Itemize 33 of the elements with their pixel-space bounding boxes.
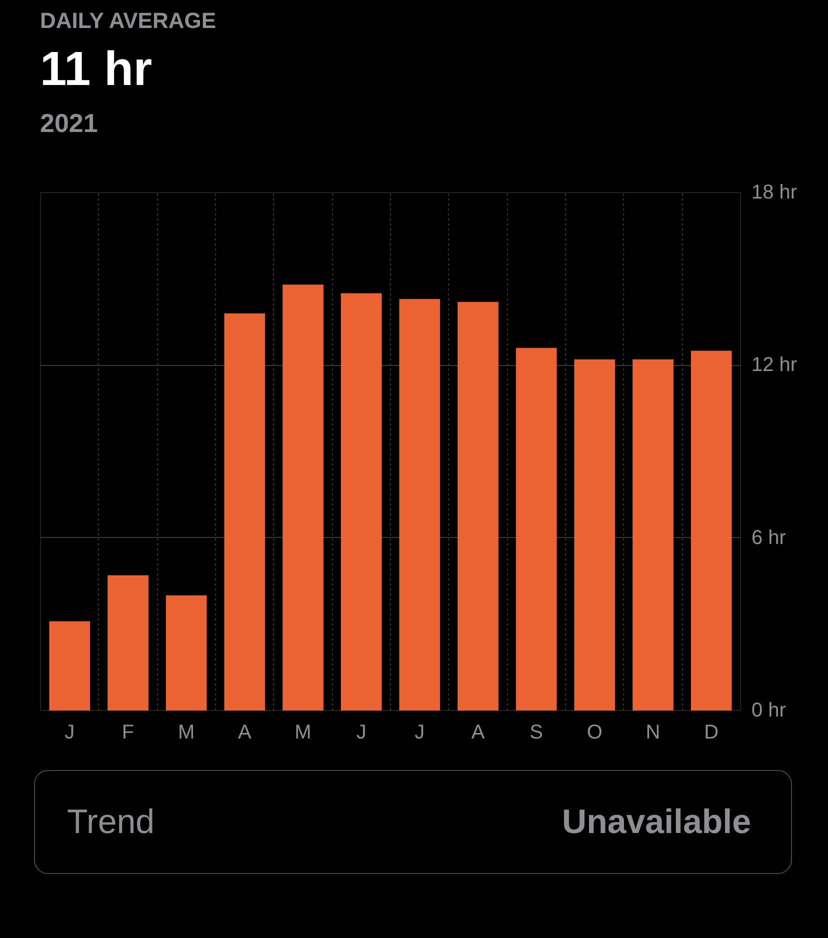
bar bbox=[632, 359, 674, 710]
x-tick-label: J bbox=[414, 722, 425, 744]
x-tick-label: D bbox=[704, 722, 719, 744]
bar bbox=[224, 313, 266, 710]
x-tick-label: O bbox=[586, 722, 602, 744]
bar bbox=[458, 302, 498, 710]
bar bbox=[49, 621, 90, 710]
bar bbox=[399, 298, 440, 710]
y-tick-label: 0 hr bbox=[752, 700, 786, 722]
x-tick-label: M bbox=[294, 722, 312, 744]
x-tick-label: N bbox=[646, 722, 660, 744]
y-tick-label: 18 hr bbox=[752, 182, 798, 204]
y-tick-label: 12 hr bbox=[752, 354, 798, 376]
x-tick-label: J bbox=[356, 722, 366, 744]
bar bbox=[516, 348, 557, 710]
text: Trend bbox=[67, 802, 155, 843]
y-tick-label: 6 hr bbox=[752, 526, 786, 549]
text: Unavailable bbox=[562, 802, 751, 843]
bar bbox=[108, 575, 148, 710]
bar bbox=[282, 284, 324, 710]
x-tick-label: A bbox=[471, 722, 486, 744]
bar bbox=[340, 293, 382, 710]
chart-title: DAILY AVERAGE bbox=[40, 7, 216, 35]
x-tick-label: S bbox=[530, 722, 544, 744]
bar bbox=[690, 350, 732, 710]
bar bbox=[574, 359, 616, 710]
x-tick-label: J bbox=[64, 722, 75, 744]
x-tick-label: A bbox=[238, 722, 252, 744]
x-tick-label: F bbox=[122, 722, 134, 744]
bar bbox=[166, 595, 207, 710]
x-tick-label: M bbox=[178, 722, 195, 744]
text: 2021 bbox=[40, 106, 99, 140]
chart-subtitle: 11 hr bbox=[40, 42, 154, 98]
